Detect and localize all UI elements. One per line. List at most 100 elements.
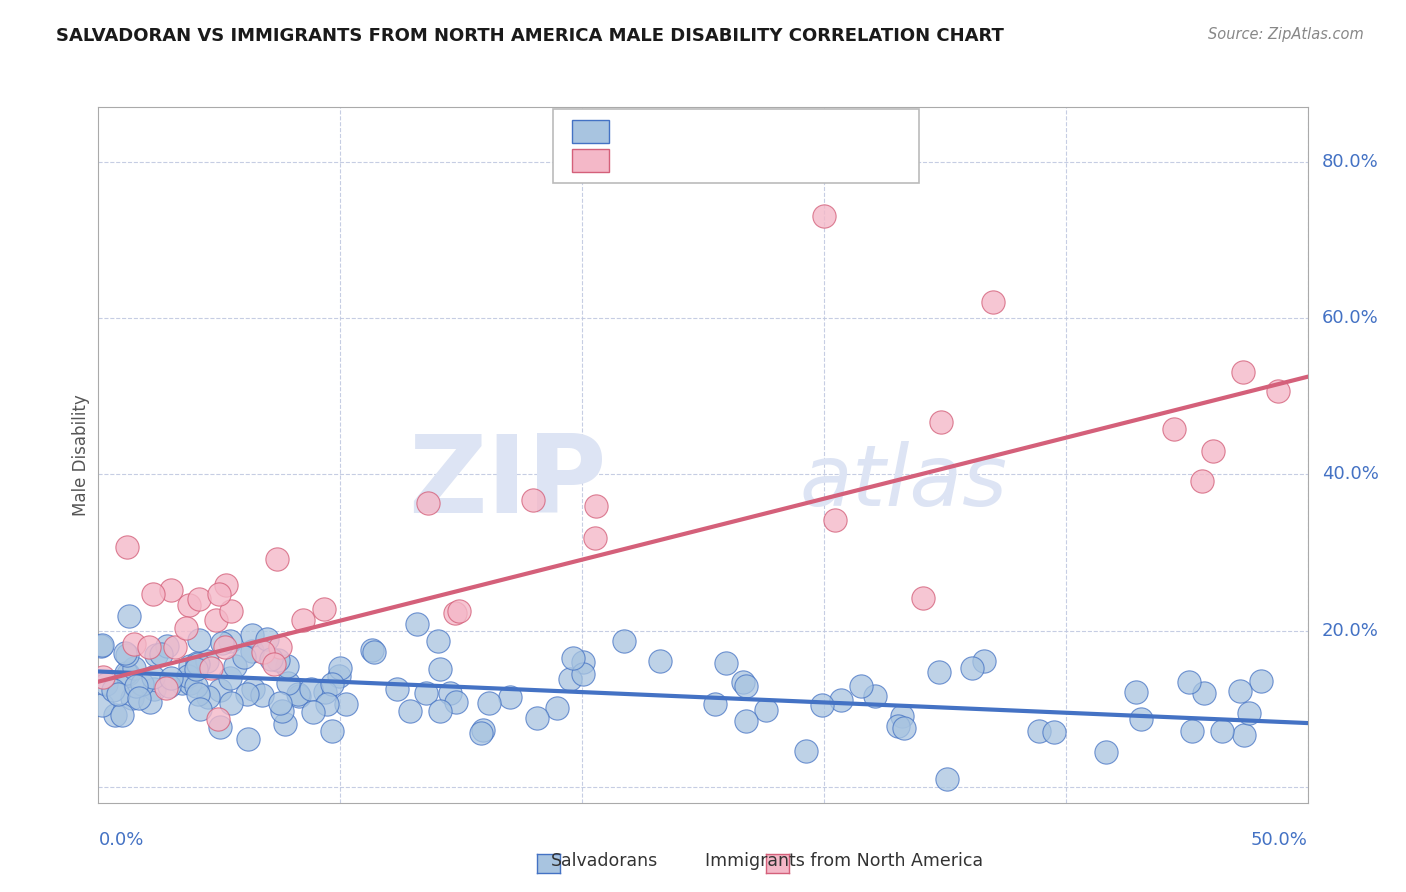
Text: 40.0%: 40.0% [1322,466,1379,483]
Point [470,726,492,740]
Point [209,720,232,734]
Point [1233,728,1256,742]
Point [328,661,350,675]
Point [117,609,139,624]
Point [233,650,256,665]
Point [159,671,181,685]
Point [1181,723,1204,738]
Point [163,640,186,655]
FancyBboxPatch shape [572,150,609,172]
Point [398,704,420,718]
Point [142,682,165,697]
Point [299,681,322,696]
Point [150,647,173,661]
Text: 80.0%: 80.0% [1322,153,1379,170]
Point [288,689,311,703]
Point [138,640,160,654]
Point [115,648,138,663]
Point [240,627,263,641]
Point [439,686,461,700]
Point [91,698,114,712]
Point [91,638,114,652]
Point [207,712,229,726]
Point [96,677,118,691]
Point [1192,686,1215,700]
Point [157,679,180,693]
Point [585,499,607,513]
Point [266,551,288,566]
Point [208,587,231,601]
Point [314,602,336,616]
Point [124,661,146,675]
Point [276,658,298,673]
Point [1125,685,1147,699]
Point [650,654,672,668]
Point [269,640,291,655]
FancyBboxPatch shape [553,109,920,183]
Point [415,686,437,700]
Text: R =   0.638   N =  40: R = 0.638 N = 40 [621,152,808,169]
Point [187,657,209,671]
Point [179,658,201,673]
Point [560,672,582,686]
Point [522,492,544,507]
Point [122,637,145,651]
Point [270,704,292,718]
Point [572,655,595,669]
Point [714,656,737,670]
Point [526,711,548,725]
Point [794,744,817,758]
Point [912,591,935,605]
Point [1130,713,1153,727]
Point [328,668,350,682]
Point [187,687,209,701]
Point [172,675,194,690]
Point [405,617,427,632]
Point [214,640,236,655]
Point [472,723,495,738]
Point [117,666,139,681]
Point [363,645,385,659]
Point [155,681,177,696]
Point [973,654,995,668]
Point [91,670,114,684]
Point [101,682,124,697]
Point [478,697,501,711]
Point [236,686,259,700]
Point [891,709,914,723]
Point [114,666,136,681]
Point [211,636,233,650]
Point [186,662,208,676]
Point [1232,365,1254,379]
Point [444,606,467,620]
Point [755,703,778,717]
Point [981,295,1004,310]
Point [128,691,150,706]
Point [159,582,181,597]
Point [849,680,872,694]
Point [546,701,568,715]
Point [291,613,314,627]
Point [1163,422,1185,436]
Point [427,634,450,648]
Point [179,675,201,690]
Point [188,632,211,647]
Point [863,689,886,703]
Point [734,679,756,693]
Point [252,688,274,702]
Point [145,648,167,662]
Point [1211,723,1233,738]
Point [124,679,146,693]
Point [218,671,240,685]
Point [321,677,343,691]
Point [142,587,165,601]
Point [256,632,278,647]
Point [111,708,134,723]
Point [263,657,285,671]
Point [361,642,384,657]
Point [269,696,291,710]
Point [562,651,585,665]
Point [734,714,756,729]
Point [139,695,162,709]
Point [429,704,451,718]
